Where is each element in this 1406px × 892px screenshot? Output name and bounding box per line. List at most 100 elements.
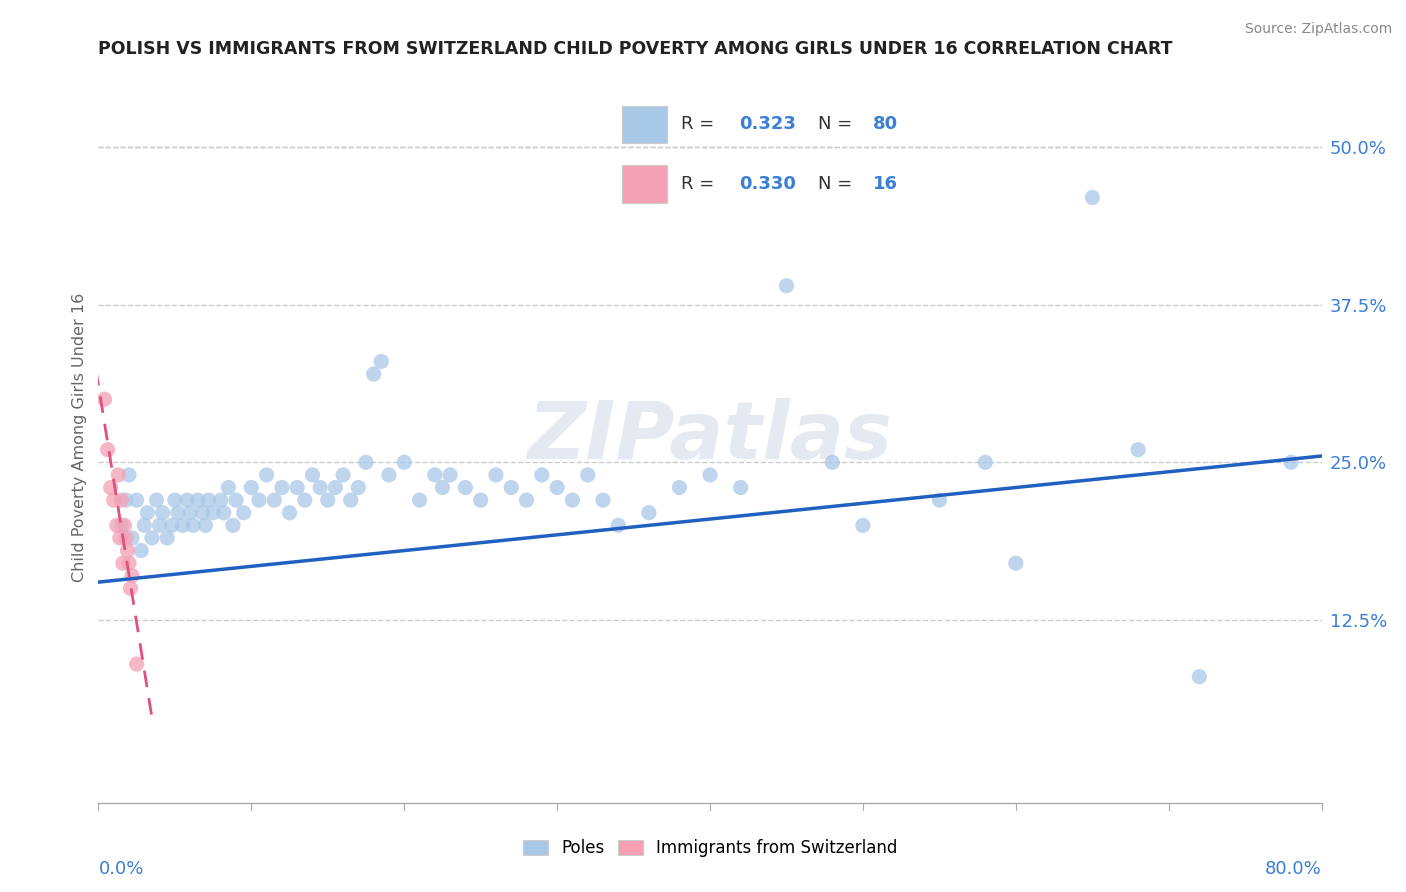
Point xyxy=(370,354,392,368)
Point xyxy=(378,467,401,482)
Point xyxy=(592,493,614,508)
Point xyxy=(354,455,377,469)
Point xyxy=(561,493,583,508)
Point xyxy=(209,493,232,508)
Point xyxy=(167,506,190,520)
Point xyxy=(120,582,142,596)
Point xyxy=(160,518,183,533)
Point xyxy=(97,442,120,457)
Point xyxy=(187,493,209,508)
Point xyxy=(176,493,198,508)
Point xyxy=(1188,670,1211,684)
Point xyxy=(301,467,323,482)
Point xyxy=(115,531,138,545)
Point xyxy=(576,467,599,482)
Point xyxy=(278,506,301,520)
Point xyxy=(439,467,461,482)
Point xyxy=(485,467,508,482)
Point xyxy=(125,657,148,671)
Point xyxy=(392,455,416,469)
Point xyxy=(202,506,225,520)
Point xyxy=(775,278,797,293)
Point xyxy=(501,481,523,495)
Point xyxy=(470,493,492,508)
Point xyxy=(212,506,235,520)
Point xyxy=(263,493,285,508)
Y-axis label: Child Poverty Among Girls Under 16: Child Poverty Among Girls Under 16 xyxy=(72,293,87,582)
Text: ZIPatlas: ZIPatlas xyxy=(527,398,893,476)
Point xyxy=(256,467,278,482)
Point xyxy=(1279,455,1302,469)
Point xyxy=(115,493,138,508)
Point xyxy=(103,493,125,508)
Point xyxy=(194,518,217,533)
Text: POLISH VS IMMIGRANTS FROM SWITZERLAND CHILD POVERTY AMONG GIRLS UNDER 16 CORRELA: POLISH VS IMMIGRANTS FROM SWITZERLAND CH… xyxy=(98,40,1173,58)
Point xyxy=(730,481,752,495)
Point xyxy=(163,493,186,508)
Point xyxy=(408,493,430,508)
Point xyxy=(454,481,477,495)
Point xyxy=(191,506,214,520)
Point xyxy=(117,543,139,558)
Point xyxy=(217,481,239,495)
Point xyxy=(93,392,115,407)
Point xyxy=(136,506,159,520)
Point xyxy=(1004,556,1026,570)
Point xyxy=(247,493,270,508)
Point xyxy=(339,493,361,508)
Point xyxy=(145,493,167,508)
Point xyxy=(309,481,332,495)
Point xyxy=(110,493,132,508)
Point xyxy=(270,481,292,495)
Point xyxy=(699,467,721,482)
Point xyxy=(637,506,661,520)
Text: 0.0%: 0.0% xyxy=(98,860,143,878)
Point xyxy=(232,506,254,520)
Point xyxy=(363,367,385,381)
Point xyxy=(107,467,129,482)
Point xyxy=(1128,442,1150,457)
Point xyxy=(125,493,148,508)
Point xyxy=(172,518,194,533)
Point xyxy=(112,518,135,533)
Point xyxy=(149,518,172,533)
Point xyxy=(325,481,347,495)
Point xyxy=(152,506,174,520)
Point xyxy=(928,493,950,508)
Point xyxy=(108,531,131,545)
Point xyxy=(111,556,134,570)
Point xyxy=(432,481,454,495)
Text: 80.0%: 80.0% xyxy=(1265,860,1322,878)
Point xyxy=(156,531,179,545)
Point xyxy=(110,518,132,533)
Point xyxy=(294,493,316,508)
Point xyxy=(121,531,143,545)
Point xyxy=(222,518,245,533)
Text: Source: ZipAtlas.com: Source: ZipAtlas.com xyxy=(1244,22,1392,37)
Point xyxy=(530,467,553,482)
Point xyxy=(121,569,143,583)
Point xyxy=(129,543,152,558)
Point xyxy=(852,518,875,533)
Point xyxy=(516,493,538,508)
Point xyxy=(285,481,308,495)
Point xyxy=(105,518,128,533)
Point xyxy=(179,506,201,520)
Point xyxy=(118,556,141,570)
Point xyxy=(100,481,122,495)
Point xyxy=(118,467,141,482)
Point xyxy=(347,481,370,495)
Point xyxy=(141,531,163,545)
Legend: Poles, Immigrants from Switzerland: Poles, Immigrants from Switzerland xyxy=(516,832,904,864)
Point xyxy=(423,467,446,482)
Point xyxy=(607,518,630,533)
Point xyxy=(332,467,354,482)
Point xyxy=(225,493,247,508)
Point xyxy=(974,455,997,469)
Point xyxy=(197,493,219,508)
Point xyxy=(821,455,844,469)
Point xyxy=(316,493,339,508)
Point xyxy=(1081,190,1104,204)
Point xyxy=(546,481,568,495)
Point xyxy=(240,481,263,495)
